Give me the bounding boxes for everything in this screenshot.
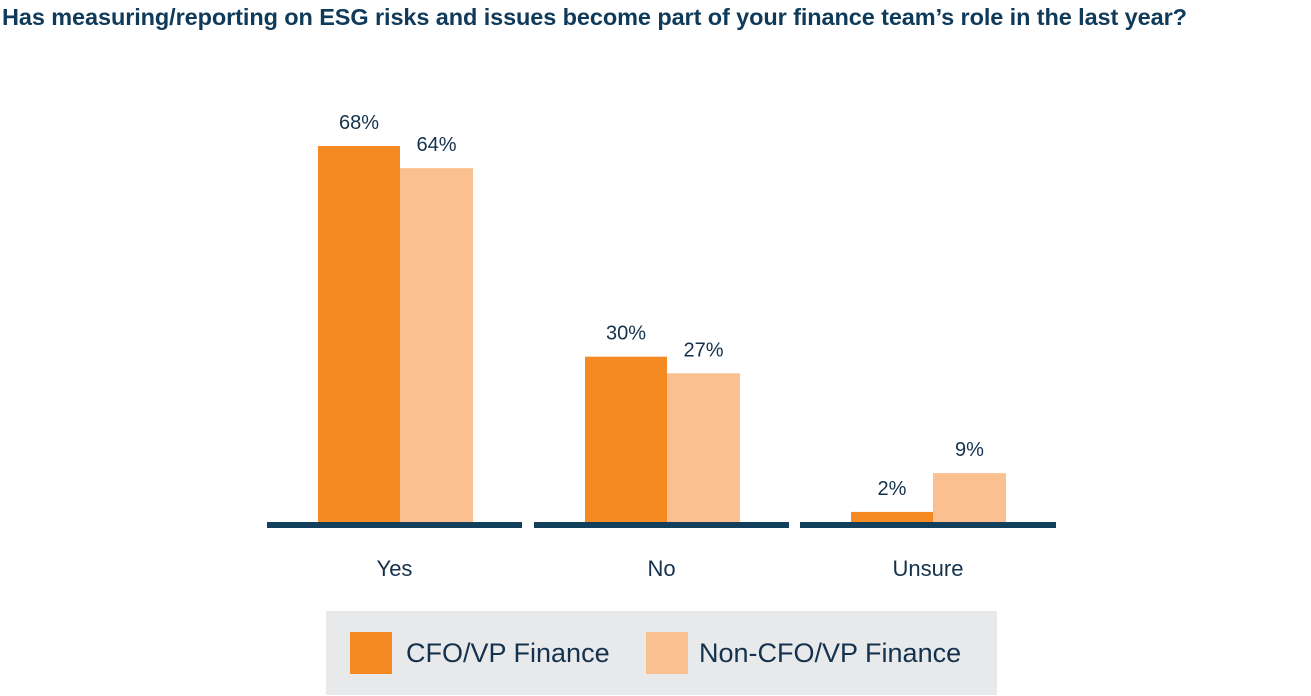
bar-non-cfo-vp-finance-unsure bbox=[933, 473, 1006, 523]
bar-cfo-vp-finance-no bbox=[585, 356, 667, 523]
bar-group-unsure: 2% 9% bbox=[851, 439, 1006, 523]
x-axis-baseline-unsure bbox=[800, 522, 1056, 528]
bar-group-yes: 68% 64% bbox=[318, 112, 473, 524]
bar-cfo-vp-finance-unsure bbox=[851, 511, 933, 523]
bar-non-cfo-vp-finance-no bbox=[667, 373, 740, 523]
data-label-cfo-vp-finance-unsure: 2% bbox=[878, 478, 907, 500]
x-tick-label-no: No bbox=[647, 556, 675, 581]
chart-legend: CFO/VP Finance Non-CFO/VP Finance bbox=[326, 611, 997, 695]
data-label-non-cfo-vp-finance-yes: 64% bbox=[416, 134, 456, 156]
x-axis-baseline-no bbox=[534, 522, 789, 528]
data-label-non-cfo-vp-finance-no: 27% bbox=[683, 339, 723, 361]
legend-label-cfo-vp-finance: CFO/VP Finance bbox=[406, 638, 610, 668]
x-tick-label-yes: Yes bbox=[377, 556, 413, 581]
legend-swatch-non-cfo-vp-finance bbox=[646, 632, 688, 674]
bar-group-no: 30% 27% bbox=[585, 323, 740, 523]
legend-label-non-cfo-vp-finance: Non-CFO/VP Finance bbox=[699, 638, 962, 668]
legend-swatch-cfo-vp-finance bbox=[350, 632, 392, 674]
bar-chart-plot: 68% 64% Yes 30% 27% No 2% 9% Unsure bbox=[267, 112, 1056, 581]
x-tick-label-unsure: Unsure bbox=[893, 556, 964, 581]
data-label-cfo-vp-finance-yes: 68% bbox=[339, 112, 379, 134]
bar-cfo-vp-finance-yes bbox=[318, 146, 400, 523]
chart-title: Has measuring/reporting on ESG risks and… bbox=[2, 4, 1187, 30]
x-axis-baseline-yes bbox=[267, 522, 522, 528]
data-label-cfo-vp-finance-no: 30% bbox=[606, 323, 646, 345]
bar-non-cfo-vp-finance-yes bbox=[400, 168, 473, 524]
data-label-non-cfo-vp-finance-unsure: 9% bbox=[955, 439, 984, 461]
